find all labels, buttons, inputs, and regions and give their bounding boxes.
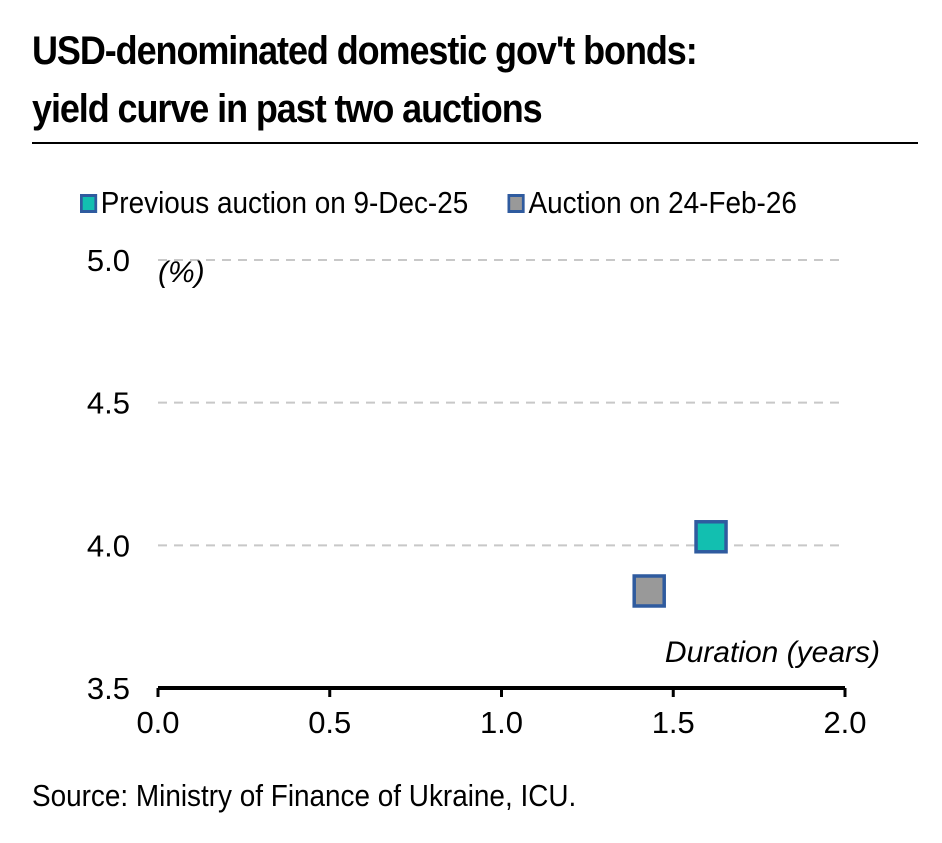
gridlines [158, 259, 840, 547]
x-tick-label-1.0: 1.0 [480, 705, 523, 740]
y-tick-label-4.5: 4.5 [87, 386, 130, 421]
legend-item-current: Auction on 24-Feb-26 [507, 185, 797, 221]
x-tick-label-0.5: 0.5 [308, 705, 351, 740]
tick-labels: 3.5 4.0 4.5 5.0 0.0 0.5 1.0 1.5 2.0 [87, 243, 867, 740]
legend-swatch-current [507, 193, 525, 213]
x-tick-label-0.0: 0.0 [136, 705, 179, 740]
data-points [632, 520, 728, 608]
legend-label-current: Auction on 24-Feb-26 [528, 185, 797, 220]
x-tick-label-2.0: 2.0 [823, 705, 866, 740]
legend-swatch-previous [80, 193, 98, 213]
y-tick-label-4.0: 4.0 [87, 528, 130, 563]
legend-label-previous: Previous auction on 9-Dec-25 [100, 185, 469, 220]
axes [156, 686, 847, 697]
legend-item-previous: Previous auction on 9-Dec-25 [80, 185, 468, 221]
legend: Previous auction on 9-Dec-25 Auction on … [80, 183, 836, 223]
chart-title-line-1: USD-denominated domestic gov't bonds: [32, 29, 698, 73]
data-point-series-0-0 [694, 520, 728, 554]
x-tick-label-1.5: 1.5 [652, 705, 695, 740]
source-note: Source: Ministry of Finance of Ukraine, … [32, 778, 577, 813]
y-axis-label: (%) [158, 256, 205, 289]
y-tick-label-3.5: 3.5 [87, 671, 130, 706]
title-divider [32, 142, 918, 144]
data-point-series-1-0 [632, 574, 666, 608]
chart-title-line-2: yield curve in past two auctions [32, 87, 543, 131]
chart-title: USD-denominated domestic gov't bonds: yi… [32, 22, 833, 138]
x-axis-label: Duration (years) [665, 636, 880, 669]
y-tick-label-5.0: 5.0 [87, 243, 130, 278]
